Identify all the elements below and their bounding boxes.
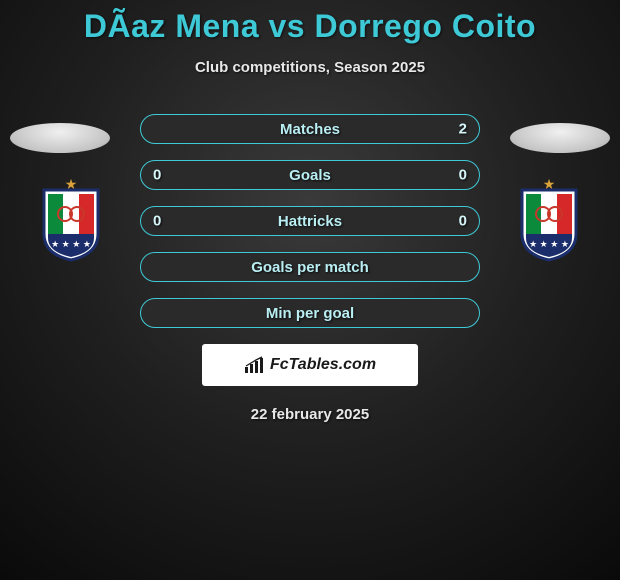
page-title: DÃ­az Mena vs Dorrego Coito <box>0 0 620 45</box>
bar-chart-icon <box>244 356 264 374</box>
stats-container: Matches 2 0 Goals 0 0 Hattricks 0 Goals … <box>0 114 620 328</box>
stat-label: Hattricks <box>278 213 342 230</box>
stat-label: Min per goal <box>266 305 354 322</box>
stat-label: Matches <box>280 121 340 138</box>
stat-right-value: 2 <box>459 121 467 138</box>
stat-right-value: 0 <box>459 167 467 184</box>
date-text: 22 february 2025 <box>0 406 620 423</box>
subtitle: Club competitions, Season 2025 <box>0 59 620 76</box>
stat-row-min-per-goal: Min per goal <box>140 298 480 328</box>
stat-right-value: 0 <box>459 213 467 230</box>
brand-text: FcTables.com <box>270 356 376 374</box>
stat-label: Goals <box>289 167 331 184</box>
brand-box: FcTables.com <box>202 344 418 386</box>
stat-row-hattricks: 0 Hattricks 0 <box>140 206 480 236</box>
stat-left-value: 0 <box>153 167 161 184</box>
stat-row-goals: 0 Goals 0 <box>140 160 480 190</box>
stat-row-goals-per-match: Goals per match <box>140 252 480 282</box>
stat-label: Goals per match <box>251 259 369 276</box>
stat-row-matches: Matches 2 <box>140 114 480 144</box>
stat-left-value: 0 <box>153 213 161 230</box>
